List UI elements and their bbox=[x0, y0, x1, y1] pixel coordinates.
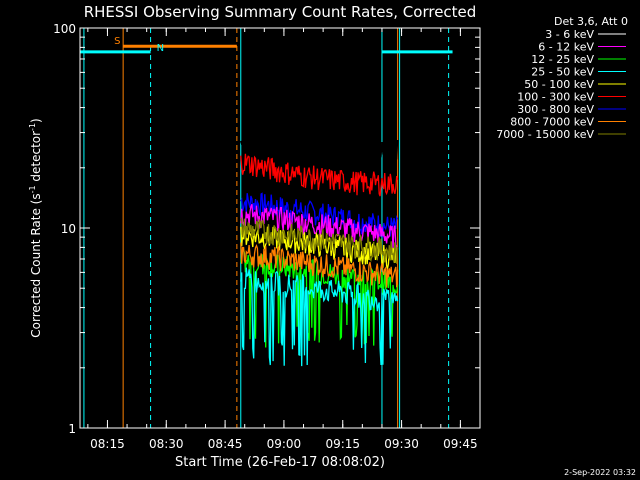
x-tick-label: 08:45 bbox=[208, 437, 243, 451]
series-line bbox=[240, 223, 399, 271]
marker-label-s: S bbox=[114, 36, 120, 47]
y-tick-label: 100 bbox=[53, 22, 76, 36]
x-tick-label: 09:15 bbox=[325, 437, 360, 451]
series-line bbox=[240, 153, 399, 197]
chart-title: RHESSI Observing Summary Count Rates, Co… bbox=[84, 3, 477, 21]
x-tick-label: 08:30 bbox=[149, 437, 184, 451]
legend-label: 7000 - 15000 keV bbox=[496, 128, 594, 141]
plot-frame bbox=[79, 27, 481, 429]
series-line bbox=[240, 216, 399, 264]
plot-area: SN bbox=[80, 28, 453, 428]
legend-label: 12 - 25 keV bbox=[531, 53, 594, 66]
legend-label: 100 - 300 keV bbox=[517, 91, 594, 104]
series-line bbox=[240, 192, 399, 238]
y-tick-label: 1 bbox=[68, 422, 76, 436]
legend-label: 6 - 12 keV bbox=[538, 41, 594, 54]
legend-label: 3 - 6 keV bbox=[545, 28, 594, 41]
legend-label: 25 - 50 keV bbox=[531, 66, 594, 79]
x-tick-label: 09:30 bbox=[384, 437, 419, 451]
legend-label: 800 - 7000 keV bbox=[510, 116, 594, 129]
x-axis-label: Start Time (26-Feb-17 08:08:02) bbox=[175, 455, 385, 470]
svg-text:Corrected Count Rate (s-1 dete: Corrected Count Rate (s-1 detector-1) bbox=[28, 118, 43, 337]
series-line bbox=[240, 203, 399, 250]
y-axis-label: Corrected Count Rate (s-1 detector-1) bbox=[28, 118, 43, 337]
legend-label: 300 - 800 keV bbox=[517, 103, 594, 116]
series-line bbox=[240, 267, 399, 367]
legend-header: Det 3,6, Att 0 bbox=[554, 15, 628, 28]
legend-label: 50 - 100 keV bbox=[524, 78, 594, 91]
marker-label-n: N bbox=[157, 43, 164, 54]
y-tick-label: 10 bbox=[61, 222, 76, 236]
timestamp: 2-Sep-2022 03:32 bbox=[564, 468, 636, 477]
x-tick-label: 09:45 bbox=[443, 437, 478, 451]
x-tick-label: 08:15 bbox=[90, 437, 125, 451]
series-line bbox=[240, 242, 399, 288]
series-line bbox=[240, 127, 399, 160]
x-tick-label: 09:00 bbox=[267, 437, 302, 451]
